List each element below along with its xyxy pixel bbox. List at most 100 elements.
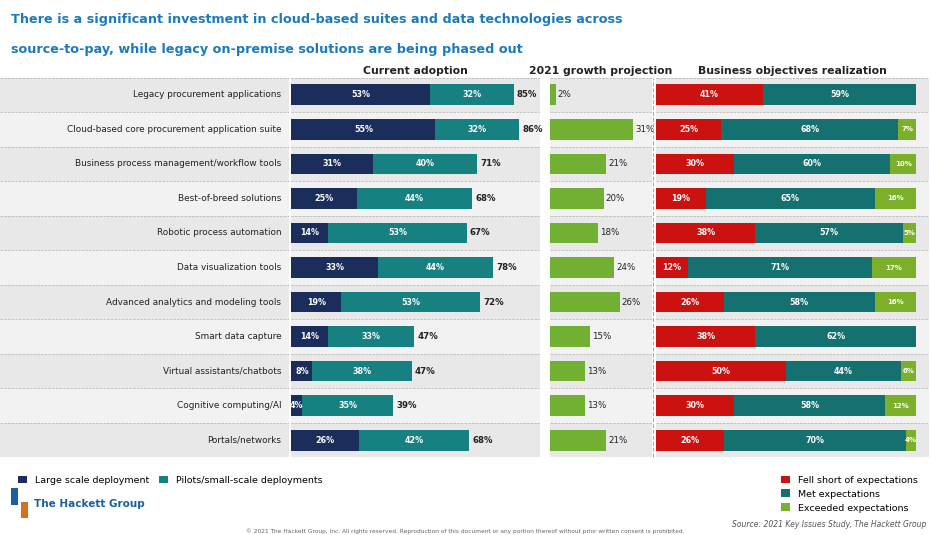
Bar	[550, 223, 599, 243]
Bar	[0, 181, 289, 216]
Text: 26%: 26%	[681, 435, 700, 445]
Text: Legacy procurement applications: Legacy procurement applications	[133, 90, 281, 100]
Bar	[291, 119, 436, 140]
Bar	[291, 285, 540, 319]
Text: 68%: 68%	[800, 125, 819, 134]
Bar	[291, 223, 328, 243]
Text: 53%: 53%	[401, 297, 420, 307]
Bar	[550, 85, 556, 105]
Text: 58%: 58%	[800, 401, 819, 410]
Text: 14%: 14%	[300, 332, 319, 341]
Text: 12%: 12%	[662, 263, 681, 272]
Text: Best-of-breed solutions: Best-of-breed solutions	[178, 194, 281, 203]
Bar	[550, 285, 652, 319]
Bar	[656, 423, 929, 457]
Text: 15%: 15%	[592, 332, 612, 341]
Bar	[656, 112, 929, 147]
Bar	[898, 119, 916, 140]
Bar	[11, 488, 19, 505]
Bar	[687, 257, 872, 278]
Text: 71%: 71%	[770, 263, 789, 272]
Bar	[735, 395, 885, 416]
Bar	[890, 154, 916, 174]
Text: 85%: 85%	[517, 90, 537, 100]
Bar	[0, 319, 289, 354]
Bar	[874, 188, 916, 209]
Bar	[291, 188, 357, 209]
Bar	[291, 319, 540, 354]
Bar	[302, 395, 394, 416]
Bar	[291, 154, 372, 174]
Bar	[550, 250, 652, 285]
Text: 44%: 44%	[425, 263, 445, 272]
Text: 21%: 21%	[609, 435, 627, 445]
Text: 44%: 44%	[834, 366, 853, 376]
Text: 2021 growth projection: 2021 growth projection	[529, 66, 673, 76]
Bar	[656, 78, 929, 112]
Bar	[291, 112, 540, 147]
Bar	[906, 430, 916, 450]
Bar	[656, 388, 929, 423]
Text: 40%: 40%	[415, 159, 435, 169]
Legend: Fell short of expectations, Met expectations, Exceeded expectations: Fell short of expectations, Met expectat…	[777, 472, 922, 516]
Text: 38%: 38%	[353, 366, 371, 376]
Bar	[656, 250, 929, 285]
Bar	[903, 223, 916, 243]
Text: 38%: 38%	[696, 332, 715, 341]
Text: source-to-pay, while legacy on-premise solutions are being phased out: source-to-pay, while legacy on-premise s…	[11, 43, 523, 56]
Bar	[656, 361, 787, 381]
Bar	[357, 188, 472, 209]
Text: 13%: 13%	[587, 366, 606, 376]
Bar	[755, 223, 903, 243]
Text: 47%: 47%	[415, 366, 436, 376]
Bar	[656, 119, 722, 140]
Bar	[874, 292, 916, 312]
Text: 68%: 68%	[472, 435, 493, 445]
Text: 50%: 50%	[712, 366, 731, 376]
Bar	[550, 216, 652, 250]
Bar	[706, 188, 874, 209]
Text: Business process management/workflow tools: Business process management/workflow too…	[75, 159, 281, 169]
Text: 26%: 26%	[316, 435, 335, 445]
Text: 32%: 32%	[467, 125, 487, 134]
Bar	[0, 147, 289, 181]
Text: 19%: 19%	[306, 297, 326, 307]
Text: 30%: 30%	[686, 401, 705, 410]
Bar	[656, 292, 724, 312]
Text: 30%: 30%	[686, 159, 705, 169]
Text: 60%: 60%	[803, 159, 822, 169]
Text: 42%: 42%	[405, 435, 424, 445]
Bar	[291, 147, 540, 181]
Bar	[291, 354, 540, 388]
Bar	[550, 181, 652, 216]
Legend: Large scale deployment, Pilots/small-scale deployments: Large scale deployment, Pilots/small-sca…	[14, 472, 326, 488]
Text: 6%: 6%	[902, 368, 914, 374]
Bar	[656, 147, 929, 181]
Bar	[550, 319, 652, 354]
Text: 24%: 24%	[616, 263, 636, 272]
Bar	[550, 423, 652, 457]
Bar	[550, 257, 614, 278]
Text: 71%: 71%	[480, 159, 501, 169]
Bar	[550, 361, 585, 381]
Bar	[656, 319, 929, 354]
Text: 33%: 33%	[325, 263, 344, 272]
Text: 18%: 18%	[600, 228, 620, 238]
Bar	[885, 395, 916, 416]
Bar	[312, 361, 412, 381]
Bar	[430, 85, 514, 105]
Text: 31%: 31%	[635, 125, 654, 134]
Bar	[550, 147, 652, 181]
Bar	[378, 257, 492, 278]
Bar	[735, 154, 890, 174]
Text: 58%: 58%	[789, 297, 809, 307]
Text: 78%: 78%	[496, 263, 517, 272]
Text: 57%: 57%	[819, 228, 839, 238]
Text: 62%: 62%	[826, 332, 845, 341]
Bar	[656, 223, 755, 243]
Bar	[550, 119, 633, 140]
Text: 4%: 4%	[905, 437, 917, 443]
Bar	[550, 430, 606, 450]
Text: 39%: 39%	[397, 401, 417, 410]
Text: The Hackett Group: The Hackett Group	[34, 499, 144, 509]
